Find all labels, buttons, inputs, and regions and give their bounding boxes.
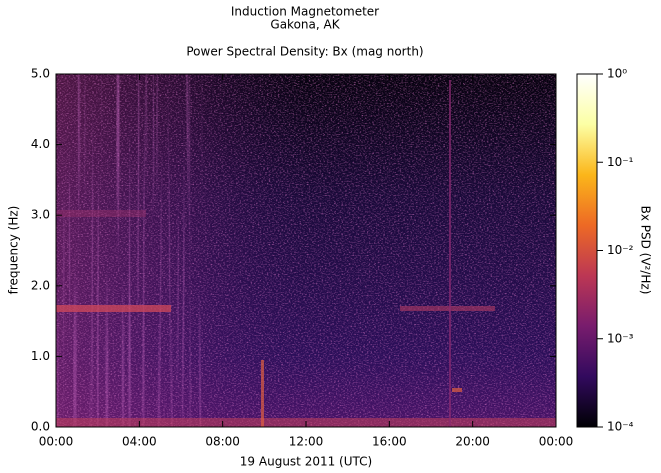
colorbar-label: Bx PSD (V²/Hz) <box>639 206 653 295</box>
chart-subtitle: Power Spectral Density: Bx (mag north) <box>186 45 423 59</box>
y-tick-label: 5.0 <box>31 67 50 81</box>
x-tick-label: 12:00 <box>289 435 324 449</box>
x-tick-label: 04:00 <box>122 435 157 449</box>
y-tick-label: 2.0 <box>31 278 50 292</box>
x-tick-label: 20:00 <box>455 435 490 449</box>
chart-title: Gakona, AK <box>270 18 340 32</box>
colorbar-tick-label: 10⁻⁴ <box>607 420 634 434</box>
x-axis-label: 19 August 2011 (UTC) <box>240 455 372 469</box>
y-tick-label: 1.0 <box>31 349 50 363</box>
colorbar-tick-label: 10⁻² <box>607 243 634 257</box>
colorbar-tick-label: 10⁻³ <box>607 331 634 345</box>
colorbar-tick-label: 10⁰ <box>607 67 627 81</box>
x-tick-label: 00:00 <box>539 435 574 449</box>
y-axis-label: frequency (Hz) <box>7 206 21 295</box>
chart-title: Induction Magnetometer <box>231 5 379 19</box>
spectrogram-image <box>55 73 557 428</box>
y-tick-label: 4.0 <box>31 137 50 151</box>
colorbar <box>576 73 598 428</box>
x-tick-label: 16:00 <box>372 435 407 449</box>
y-tick-label: 3.0 <box>31 208 50 222</box>
x-tick-label: 00:00 <box>39 435 74 449</box>
y-tick-label: 0.0 <box>31 420 50 434</box>
x-tick-label: 08:00 <box>205 435 240 449</box>
colorbar-tick-label: 10⁻¹ <box>607 155 634 169</box>
